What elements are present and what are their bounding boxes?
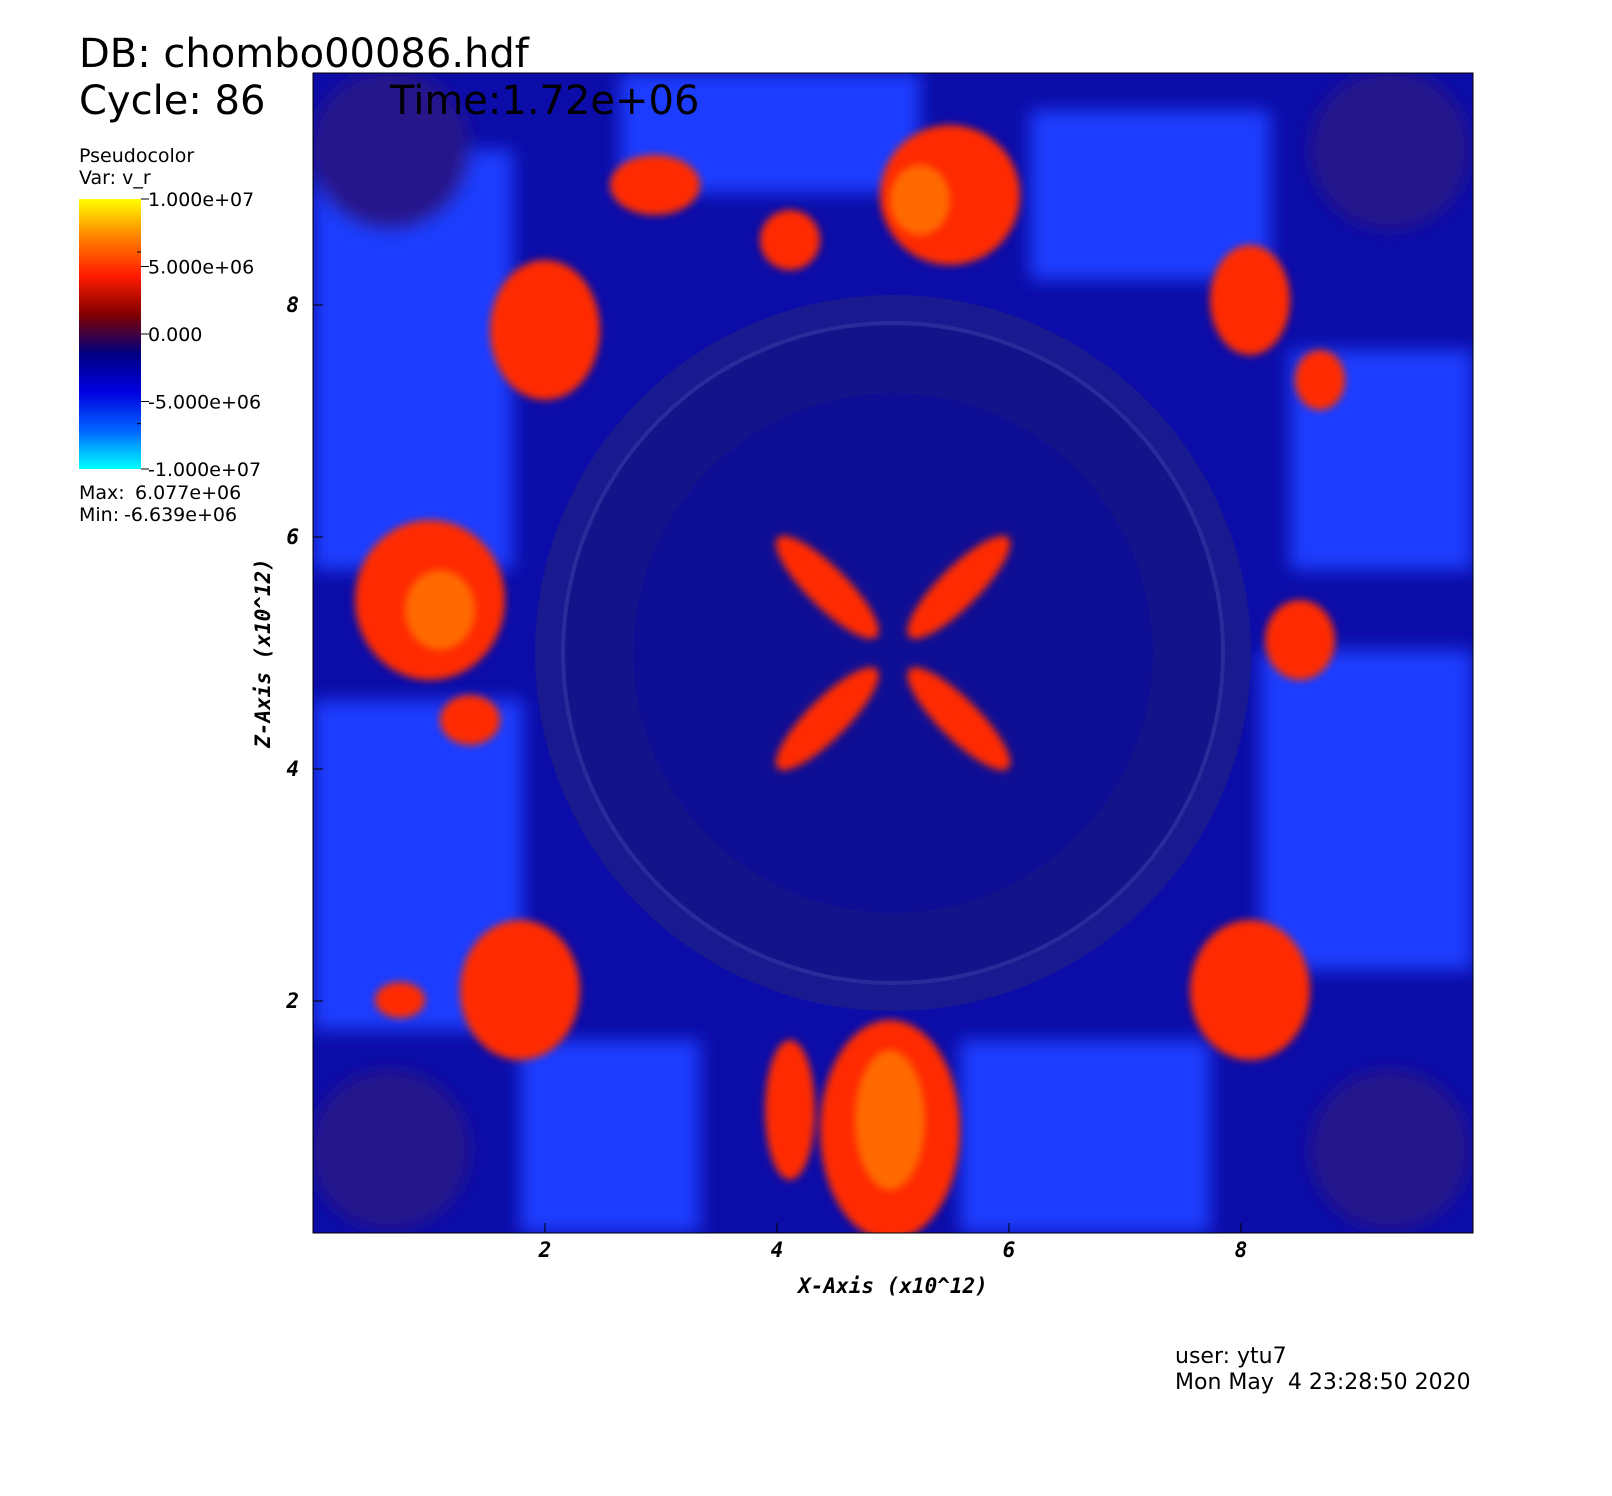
cycle-label: Cycle: 86 xyxy=(79,78,265,124)
colorbar-tick-label: -5.000e+06 xyxy=(148,392,261,414)
x-tick-label: 8 xyxy=(1235,1238,1248,1262)
max-value: 6.077e+06 xyxy=(135,482,241,504)
date-label: Mon May 4 23:28:50 2020 xyxy=(1175,1370,1471,1395)
max-label: Max: xyxy=(79,482,125,504)
colorbar-tick-label: -1.000e+07 xyxy=(148,459,261,481)
min-label: Min: xyxy=(79,504,119,526)
y-tick-label: 4 xyxy=(286,757,299,781)
y-tick-label: 6 xyxy=(286,525,299,549)
legend-var: Var: v_r xyxy=(79,167,151,189)
colorbar-tick-label: 0.000 xyxy=(148,324,202,346)
x-axis-label: X-Axis (x10^12) xyxy=(796,1274,988,1298)
legend-title: Pseudocolor xyxy=(79,145,194,167)
x-tick-label: 2 xyxy=(538,1238,552,1262)
time-label: Time:1.72e+06 xyxy=(389,78,699,124)
user-label: user: ytu7 xyxy=(1175,1344,1287,1369)
colorbar-tick-label: 5.000e+06 xyxy=(148,257,254,279)
colorbar-tick-label: 1.000e+07 xyxy=(148,189,254,211)
y-axis-label: Z-Axis (x10^12) xyxy=(251,558,275,749)
x-tick-label: 6 xyxy=(1003,1238,1016,1262)
field-image xyxy=(313,73,1473,1233)
y-tick-label: 2 xyxy=(285,989,299,1013)
y-tick-label: 8 xyxy=(286,293,299,317)
x-tick-label: 4 xyxy=(771,1238,784,1262)
colorbar xyxy=(79,199,141,469)
plot-frame xyxy=(312,72,1474,1234)
min-value: -6.639e+06 xyxy=(124,504,237,526)
db-label: DB: chombo00086.hdf xyxy=(79,31,530,77)
